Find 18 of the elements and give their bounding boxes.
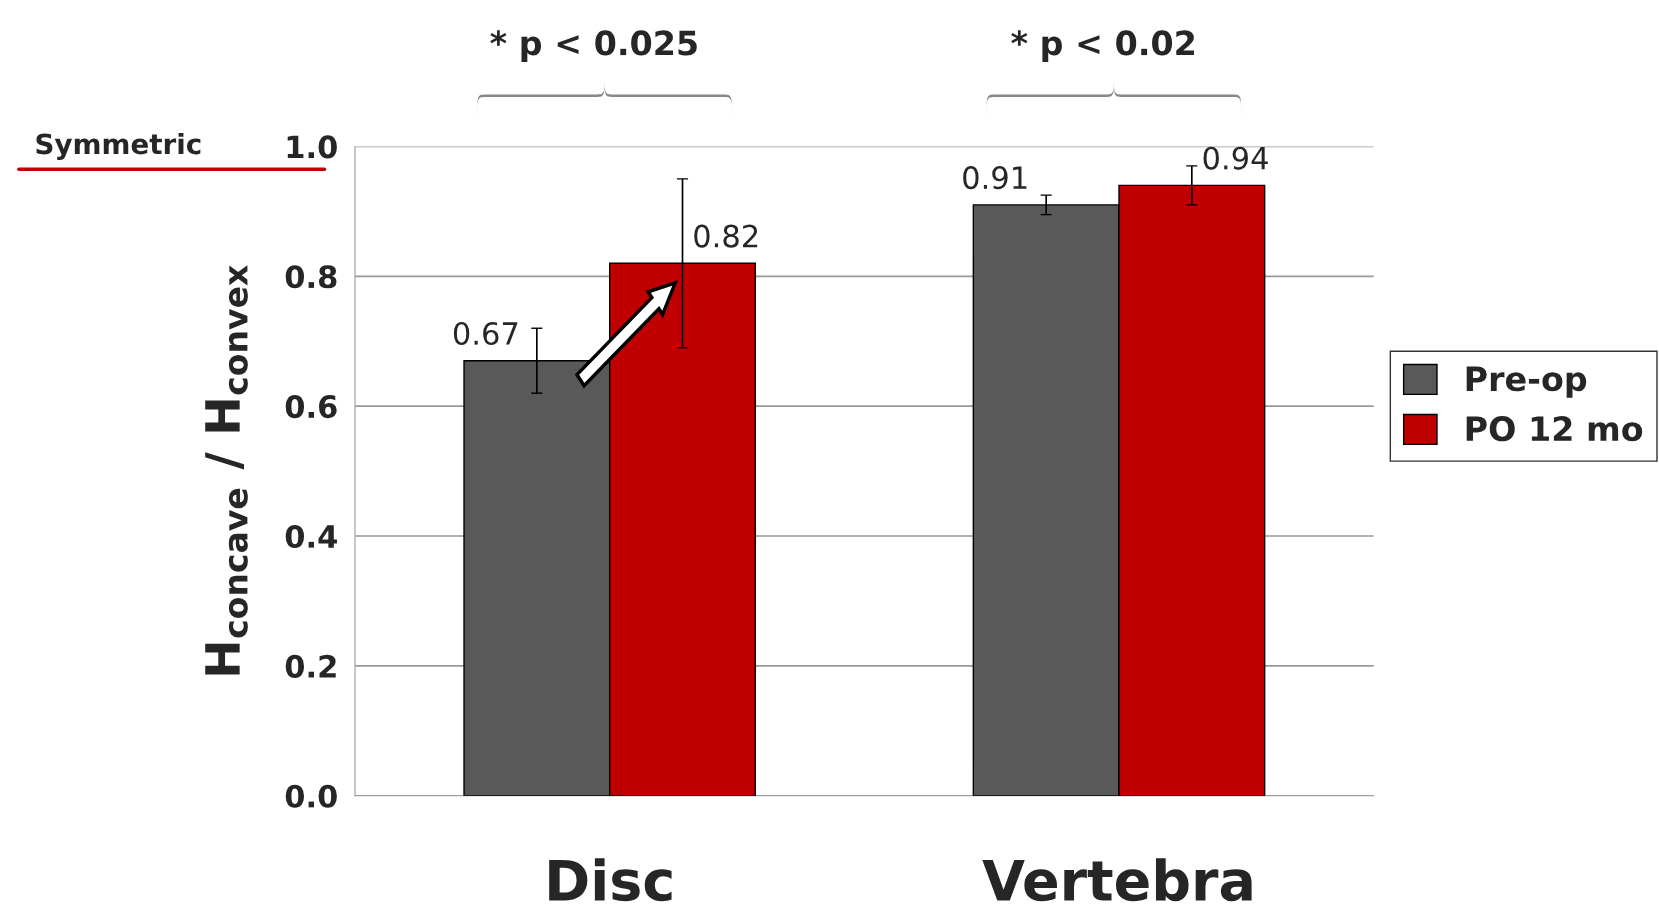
y-axis-title: H$_{concave}$ / H$_{convex}$ (205, 265, 248, 675)
x-tick-label: Disc (549, 858, 672, 902)
data-label: 0.67 (453, 321, 518, 346)
x-tick-label: Vertebra (982, 858, 1252, 902)
y-tick-label: 0.6 (285, 395, 337, 419)
y-tick-label: 0.8 (285, 265, 337, 289)
text: * p < 0.025 (490, 30, 697, 63)
text: Symmetric (36, 132, 201, 160)
y-tick-label: 0.0 (285, 784, 337, 808)
legend-label: PO 12 mo (1466, 416, 1643, 442)
data-label: 0.94 (1203, 146, 1268, 170)
data-label: 0.82 (694, 224, 758, 248)
y-tick-label: 0.2 (285, 654, 336, 678)
y-tick-label: 0.4 (285, 524, 337, 549)
legend-label: Pre-op (1466, 366, 1587, 398)
y-tick-label: 1.0 (287, 135, 337, 159)
text: * p < 0.02 (1011, 30, 1194, 63)
data-label: 0.91 (963, 166, 1027, 190)
